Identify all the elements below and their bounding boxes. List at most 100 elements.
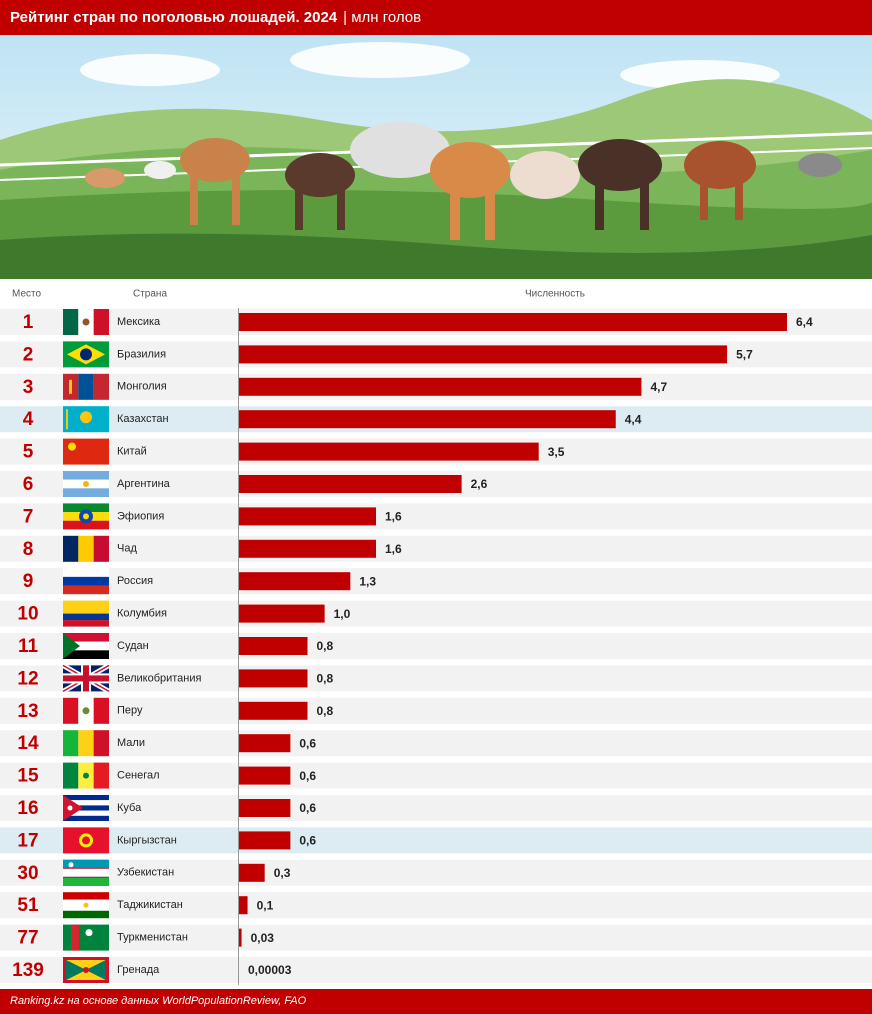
rank: 2 [23,344,34,365]
flag-part [78,535,94,562]
flag [63,957,109,983]
flag-part [63,762,79,789]
rank: 7 [23,506,34,527]
rank: 15 [17,766,39,787]
flag-part [63,730,79,757]
flag-part [82,318,90,326]
flag-part [63,620,109,627]
bar [239,410,616,429]
flag-part [66,960,106,970]
rank: 8 [23,539,34,560]
flag [63,406,109,433]
bar [239,863,265,882]
value-label: 0,8 [317,704,334,718]
flag-part [63,650,109,659]
value-label: 0,6 [299,801,316,815]
flag [63,730,109,757]
flag-part [82,836,90,845]
value-label: 1,0 [334,607,351,621]
bar [239,442,539,461]
flag [63,697,109,724]
flag-part [63,877,109,886]
value-label: 5,7 [736,348,753,362]
row-background [0,535,872,562]
source-note: Ranking.kz на основе данных WorldPopulat… [10,995,307,1007]
rank: 5 [23,442,34,463]
country-name: Куба [117,802,142,814]
row-background [0,600,872,627]
flag-part [63,641,109,651]
rank: 10 [17,604,38,625]
title-text: Рейтинг стран по поголовью лошадей. 2024 [10,9,338,26]
flag-part [86,960,106,980]
chart-title: Рейтинг стран по поголовью лошадей. 2024… [10,9,421,26]
flag-part [63,868,109,877]
rank: 13 [17,701,38,722]
flag-part [93,309,109,335]
row-background [0,762,872,789]
country-name: Судан [117,640,149,652]
flag [63,795,109,821]
row-background [0,795,872,821]
rank: 4 [23,409,34,430]
bar [239,345,728,364]
flag [63,471,109,497]
flag-part [63,471,109,480]
bar [239,701,308,720]
row-background [0,859,872,886]
flag [63,600,109,627]
flag-part [63,503,109,513]
rank: 16 [17,798,38,819]
flag-part [83,967,89,973]
flag [63,341,109,368]
flag-part [63,633,109,642]
bar [239,928,242,947]
illustration [0,35,872,279]
flag [63,827,109,854]
value-label: 4,4 [625,412,642,426]
value-label: 0,1 [257,898,274,912]
country-name: Бразилия [117,348,166,360]
bar [239,377,642,396]
flag-part [93,762,109,789]
rank: 51 [17,895,39,916]
flag-part [82,707,90,715]
row-background [0,892,872,919]
flag [63,859,109,886]
flag-part [83,902,89,908]
flag-part [63,438,109,465]
country-name: Россия [117,575,153,587]
flag [63,309,109,335]
bar [239,734,291,753]
flag-part [63,600,109,614]
row-background [0,697,872,724]
row-background [0,924,872,951]
country-name: Чад [117,543,137,555]
flag [61,663,111,694]
country-name: Колумбия [117,608,167,620]
value-label: 0,6 [299,736,316,750]
flag-part [63,810,109,816]
flag-part [63,585,109,595]
bar [239,572,351,591]
flag-part [68,862,74,868]
country-name: Узбекистан [117,867,174,879]
flag-part [66,409,68,430]
row-background [0,503,872,530]
flag [63,892,109,919]
rank: 3 [23,377,34,398]
flag-part [71,924,79,951]
flag-part [63,859,109,868]
row-background [0,665,872,692]
flag-part [63,805,109,811]
flag-part [67,805,73,811]
country-name: Мексика [117,316,161,328]
flag-part [69,379,72,394]
flag-part [63,815,109,821]
country-name: Великобритания [117,672,202,684]
flag-part [63,697,79,724]
flag [63,438,109,465]
value-label: 6,4 [796,315,813,329]
value-label: 0,03 [251,931,275,945]
